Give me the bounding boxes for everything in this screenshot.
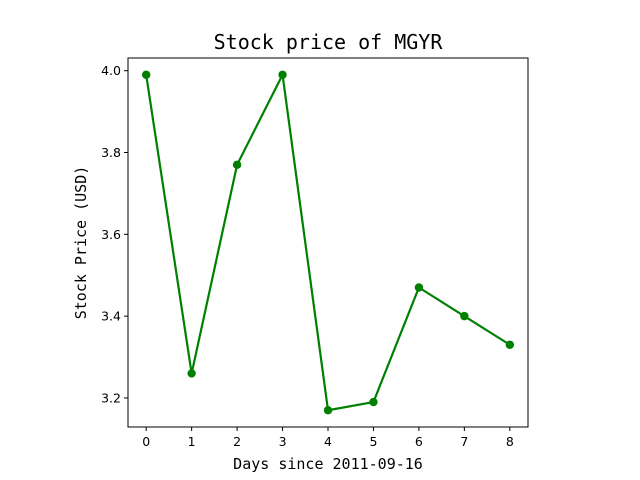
data-point bbox=[323, 406, 333, 415]
x-tick-label: 2 bbox=[233, 434, 241, 449]
y-tick-label: 3.2 bbox=[101, 390, 121, 405]
y-tick-label: 3.4 bbox=[101, 309, 121, 324]
series-points bbox=[141, 70, 515, 415]
y-tick-label: 3.6 bbox=[101, 227, 121, 242]
y-axis-label: Stock Price (USD) bbox=[72, 166, 90, 320]
series-line bbox=[145, 73, 511, 412]
data-point bbox=[141, 70, 151, 79]
y-tick-label: 3.8 bbox=[101, 145, 121, 160]
data-point bbox=[232, 160, 242, 169]
x-axis-label: Days since 2011-09-16 bbox=[233, 455, 423, 473]
data-point bbox=[187, 369, 196, 378]
x-tick-label: 1 bbox=[188, 434, 196, 449]
y-axis-ticks: 3.2 3.4 3.6 3.8 4.0 bbox=[101, 63, 128, 405]
y-tick-label: 4.0 bbox=[101, 63, 121, 78]
data-point bbox=[369, 397, 378, 407]
x-tick-label: 5 bbox=[369, 434, 377, 449]
x-tick-label: 4 bbox=[324, 434, 332, 449]
data-point bbox=[414, 283, 424, 292]
x-tick-label: 8 bbox=[506, 434, 514, 449]
x-tick-label: 7 bbox=[460, 434, 468, 449]
x-tick-label: 0 bbox=[142, 434, 150, 449]
x-tick-label: 3 bbox=[279, 434, 287, 449]
data-point bbox=[505, 340, 515, 349]
x-tick-label: 6 bbox=[415, 434, 423, 449]
chart-title: Stock price of MGYR bbox=[214, 30, 444, 54]
data-point bbox=[460, 311, 469, 321]
data-point bbox=[278, 70, 287, 79]
x-axis-ticks: 0 1 2 3 4 5 6 7 8 bbox=[142, 427, 514, 449]
